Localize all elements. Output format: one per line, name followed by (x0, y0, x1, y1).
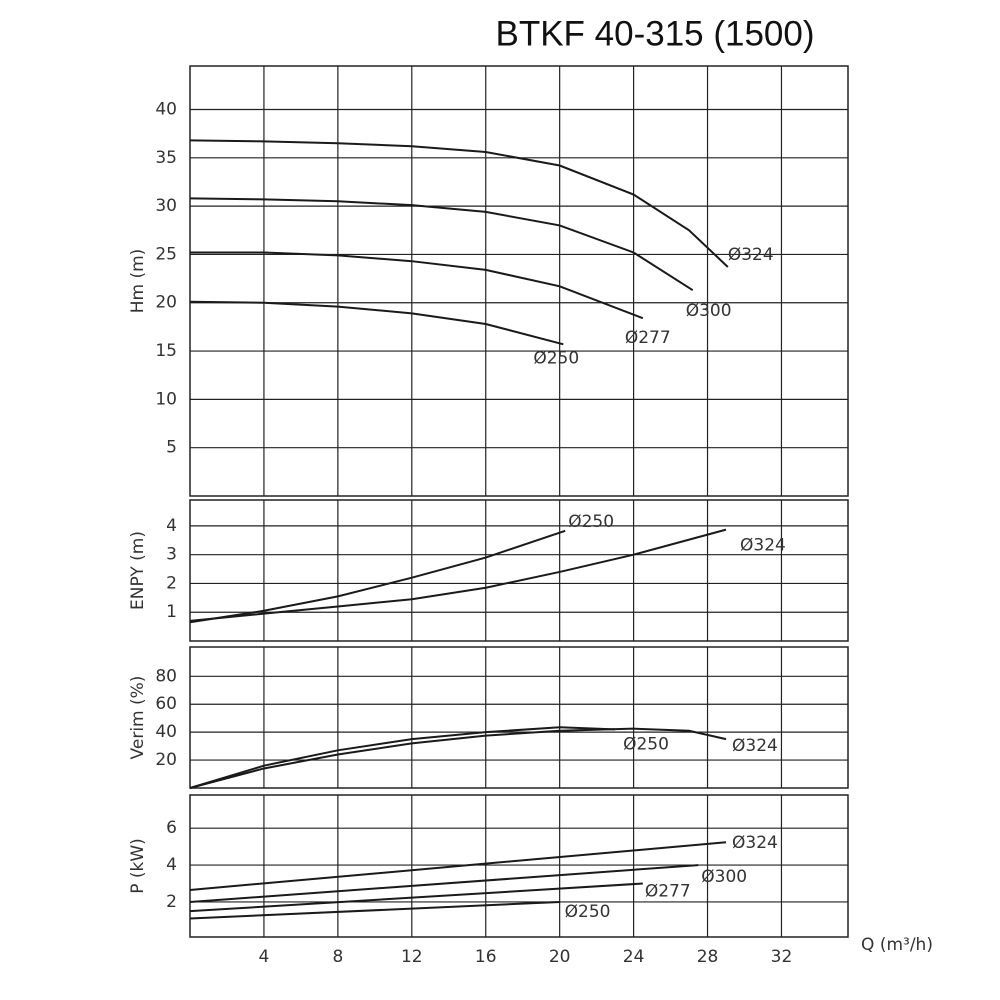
curve-label: Ø324 (740, 536, 786, 556)
x-tick-label: 32 (771, 947, 793, 967)
curve (189, 882, 643, 913)
y-tick-label: 20 (155, 293, 177, 313)
y-axis-label: Hm (m) (128, 249, 148, 314)
y-tick-label: 4 (166, 855, 177, 875)
y-tick-label: 3 (166, 545, 177, 565)
curve-label: Ø250 (623, 734, 669, 754)
y-tick-label: 10 (155, 389, 177, 409)
y-axis-label: Verim (%) (128, 676, 148, 760)
curve (189, 727, 727, 789)
y-tick-label: 6 (166, 818, 177, 838)
y-tick-label: 2 (166, 573, 177, 593)
curve (189, 726, 616, 789)
y-tick-label: 1 (166, 602, 177, 622)
curve-label: Ø324 (732, 833, 778, 853)
y-tick-label: 5 (166, 438, 177, 458)
curve (189, 300, 564, 346)
y-tick-label: 15 (155, 341, 177, 361)
plot-frame (189, 646, 849, 789)
curve-label: Ø250 (565, 902, 611, 922)
chart-title: BTKF 40-315 (1500) (495, 14, 814, 53)
curve-label: Ø324 (728, 245, 774, 265)
y-tick-label: 2 (166, 892, 177, 912)
y-tick-label: 4 (166, 516, 177, 536)
curve (189, 864, 699, 903)
y-tick-label: 35 (155, 148, 177, 168)
curve-label: Ø250 (533, 348, 579, 368)
curve-label: Ø300 (701, 867, 747, 887)
x-axis-label: Q (m³/h) (861, 935, 933, 955)
x-tick-label: 24 (623, 947, 645, 967)
x-tick-label: 20 (549, 947, 571, 967)
curve (189, 900, 560, 920)
plot-frame (189, 794, 849, 938)
plot-frame (189, 65, 849, 497)
x-tick-label: 16 (475, 947, 497, 967)
curve-label: Ø250 (568, 512, 614, 532)
y-axis-label: P (kW) (128, 838, 148, 894)
y-tick-label: 80 (155, 666, 177, 686)
y-tick-label: 40 (155, 99, 177, 119)
curve (189, 529, 566, 624)
y-tick-label: 40 (155, 722, 177, 742)
y-tick-label: 60 (155, 694, 177, 714)
y-tick-label: 30 (155, 196, 177, 216)
curve (189, 197, 694, 292)
curve (190, 251, 644, 320)
x-tick-label: 8 (332, 947, 343, 967)
x-tick-label: 4 (259, 947, 270, 967)
curve (189, 139, 729, 268)
x-tick-label: 28 (697, 947, 719, 967)
plot-frame (189, 499, 849, 642)
y-tick-label: 20 (155, 750, 177, 770)
y-axis-label: ENPY (m) (128, 531, 148, 610)
curve-label: Ø277 (645, 882, 691, 902)
y-tick-label: 25 (155, 244, 177, 264)
x-tick-label: 12 (401, 947, 423, 967)
curve (189, 528, 727, 622)
curve-label: Ø277 (625, 328, 671, 348)
curve-label: Ø324 (732, 736, 778, 756)
curve (189, 841, 727, 891)
curve-label: Ø300 (686, 301, 732, 321)
